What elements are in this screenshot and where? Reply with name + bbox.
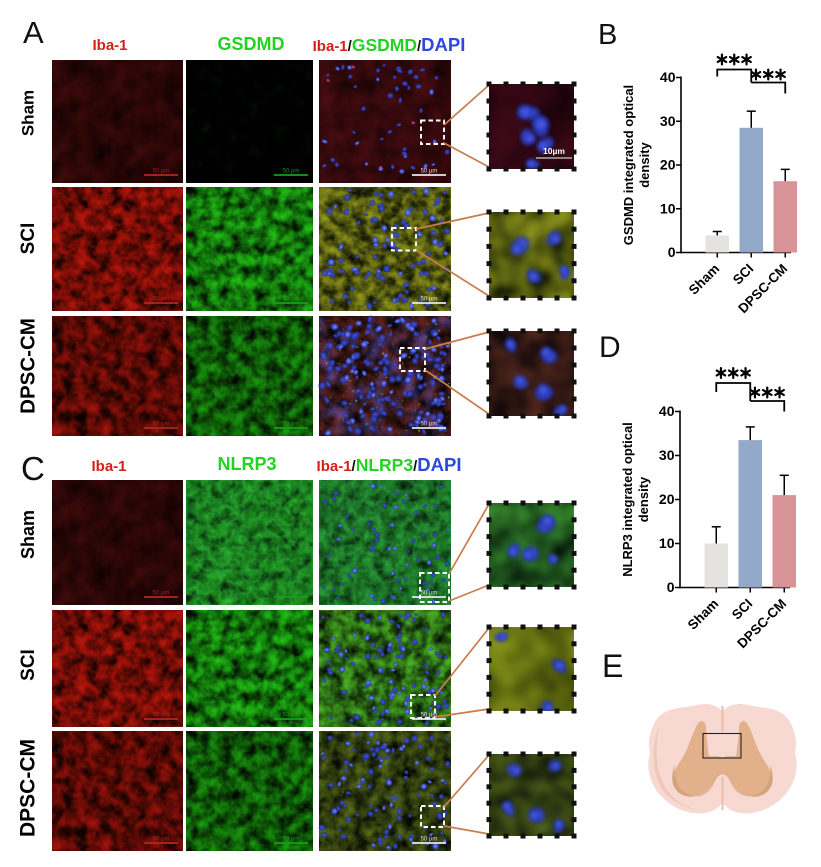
- svg-text:GSDMD integrated optical: GSDMD integrated optical: [621, 85, 636, 245]
- svg-text:Iba-1/GSDMD/DAPI: Iba-1/GSDMD/DAPI: [313, 34, 466, 55]
- svg-text:50 µm: 50 µm: [153, 591, 170, 597]
- svg-text:SCI: SCI: [18, 649, 39, 681]
- svg-text:0: 0: [667, 579, 675, 595]
- svg-text:50 µm: 50 µm: [421, 297, 438, 303]
- svg-text:50 µm: 50 µm: [421, 591, 438, 597]
- svg-text:50 µm: 50 µm: [421, 837, 438, 843]
- svg-text:density: density: [637, 141, 652, 187]
- svg-text:Iba-1: Iba-1: [92, 37, 127, 54]
- svg-text:40: 40: [659, 403, 675, 419]
- svg-text:10: 10: [660, 200, 676, 216]
- svg-text:DPSC-CM: DPSC-CM: [16, 318, 39, 414]
- svg-text:50 µm: 50 µm: [153, 297, 170, 303]
- svg-text:50 µm: 50 µm: [153, 713, 170, 719]
- svg-text:30: 30: [659, 447, 675, 463]
- svg-text:50 µm: 50 µm: [421, 422, 438, 428]
- svg-text:50 µm: 50 µm: [153, 837, 170, 843]
- svg-text:Iba-1/NLRP3/DAPI: Iba-1/NLRP3/DAPI: [317, 454, 462, 475]
- svg-text:20: 20: [660, 157, 676, 173]
- svg-text:30: 30: [660, 113, 676, 129]
- svg-text:NLRP3: NLRP3: [217, 454, 276, 474]
- svg-text:A: A: [23, 15, 44, 50]
- svg-text:50 µm: 50 µm: [421, 169, 438, 175]
- svg-text:NLRP3 integrated optical: NLRP3 integrated optical: [620, 422, 635, 577]
- svg-text:50 µm: 50 µm: [283, 837, 300, 843]
- svg-text:Iba-1: Iba-1: [91, 458, 126, 475]
- svg-text:50 µm: 50 µm: [283, 422, 300, 428]
- svg-text:20: 20: [659, 491, 675, 507]
- svg-text:40: 40: [660, 69, 676, 85]
- svg-text:E: E: [602, 648, 623, 684]
- svg-text:50 µm: 50 µm: [283, 297, 300, 303]
- svg-text:DPSC-CM: DPSC-CM: [17, 739, 40, 837]
- svg-text:50 µm: 50 µm: [153, 422, 170, 428]
- svg-text:Sham: Sham: [18, 90, 37, 136]
- svg-text:GSDMD: GSDMD: [218, 34, 285, 54]
- svg-text:density: density: [636, 476, 651, 522]
- svg-text:50 µm: 50 µm: [283, 169, 300, 175]
- svg-text:SCI: SCI: [18, 223, 39, 255]
- svg-text:Sham: Sham: [18, 510, 38, 559]
- svg-text:B: B: [598, 19, 617, 51]
- svg-text:10µm: 10µm: [543, 146, 565, 156]
- svg-text:50 µm: 50 µm: [283, 591, 300, 597]
- svg-text:D: D: [599, 331, 621, 364]
- svg-text:50 µm: 50 µm: [421, 713, 438, 719]
- svg-text:0: 0: [668, 244, 676, 260]
- svg-text:50 µm: 50 µm: [153, 169, 170, 175]
- svg-text:C: C: [21, 450, 45, 487]
- svg-text:50 µm: 50 µm: [283, 713, 300, 719]
- svg-text:10: 10: [659, 535, 675, 551]
